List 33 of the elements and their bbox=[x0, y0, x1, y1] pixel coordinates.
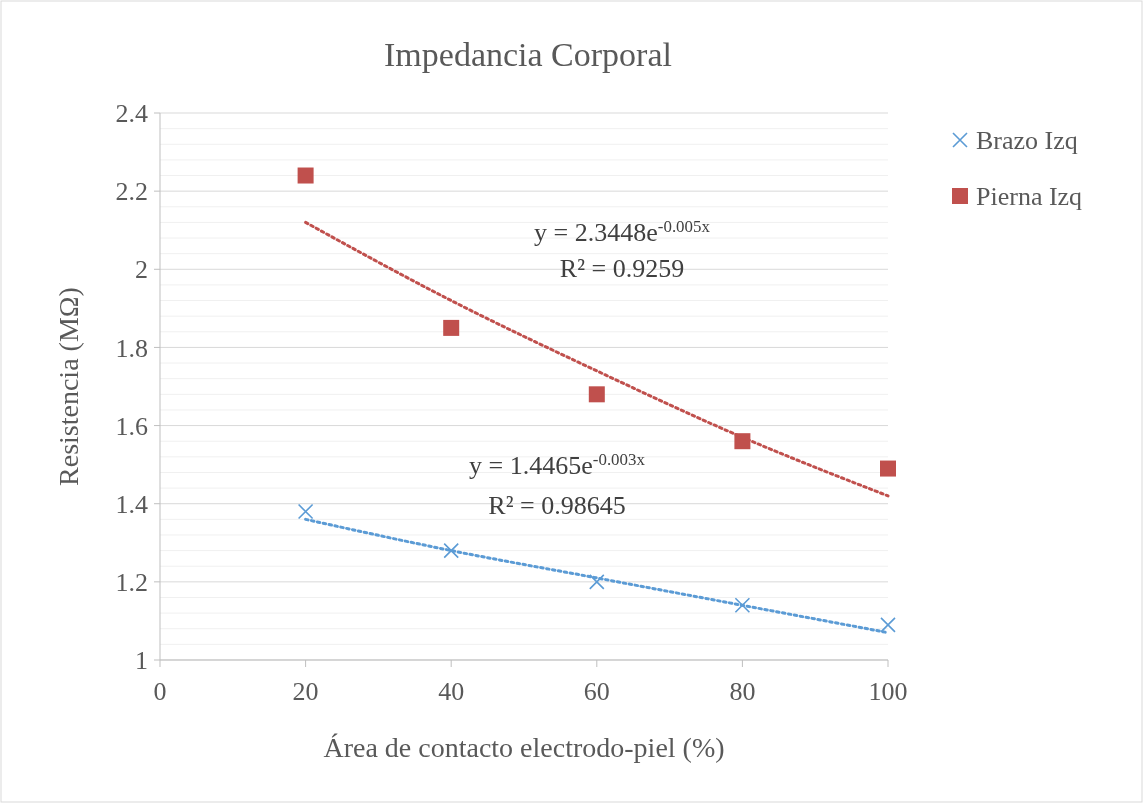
x-tick-label: 60 bbox=[583, 677, 610, 706]
point bbox=[589, 574, 605, 590]
x-tick-label: 40 bbox=[438, 677, 465, 706]
x-tick-label: 80 bbox=[729, 677, 756, 706]
x-tick-label: 20 bbox=[292, 677, 319, 706]
y-tick-label: 1.4 bbox=[115, 489, 148, 519]
point bbox=[588, 386, 605, 403]
point bbox=[297, 167, 314, 184]
y-tick-label: 1.8 bbox=[115, 333, 148, 363]
chart-title: Impedancia Corporal bbox=[384, 36, 672, 73]
point bbox=[297, 503, 314, 520]
legend-label: Pierna Izq bbox=[976, 182, 1083, 212]
x-tick-label: 0 bbox=[153, 677, 167, 706]
y-tick-label: 1.6 bbox=[115, 411, 148, 441]
y-tick-label: 1.2 bbox=[115, 567, 148, 597]
point bbox=[880, 460, 896, 477]
annotation: y = 2.3448e$^{-0.005x}$ bbox=[534, 216, 711, 248]
point bbox=[443, 319, 460, 336]
y-tick-label: 2 bbox=[135, 255, 148, 285]
y-tick-label: 1 bbox=[135, 646, 148, 676]
annotation: R² = 0.9259 bbox=[559, 254, 685, 284]
point bbox=[443, 542, 459, 559]
line-series bbox=[304, 220, 890, 498]
annotation: R² = 0.98645 bbox=[488, 491, 626, 521]
x-tick-label: 100 bbox=[868, 677, 908, 706]
annotation: y = 1.4465e$^{-0.003x}$ bbox=[469, 449, 646, 481]
x-axis-title: Área de contacto electrodo-piel (%) bbox=[323, 732, 725, 763]
y-axis-title: Resistencia (MΩ) bbox=[53, 287, 84, 486]
y-tick-label: 2.4 bbox=[115, 99, 148, 129]
point bbox=[734, 597, 751, 614]
point bbox=[880, 617, 896, 633]
legend-label: Brazo Izq bbox=[976, 126, 1078, 156]
y-tick-label: 2.2 bbox=[115, 177, 148, 207]
